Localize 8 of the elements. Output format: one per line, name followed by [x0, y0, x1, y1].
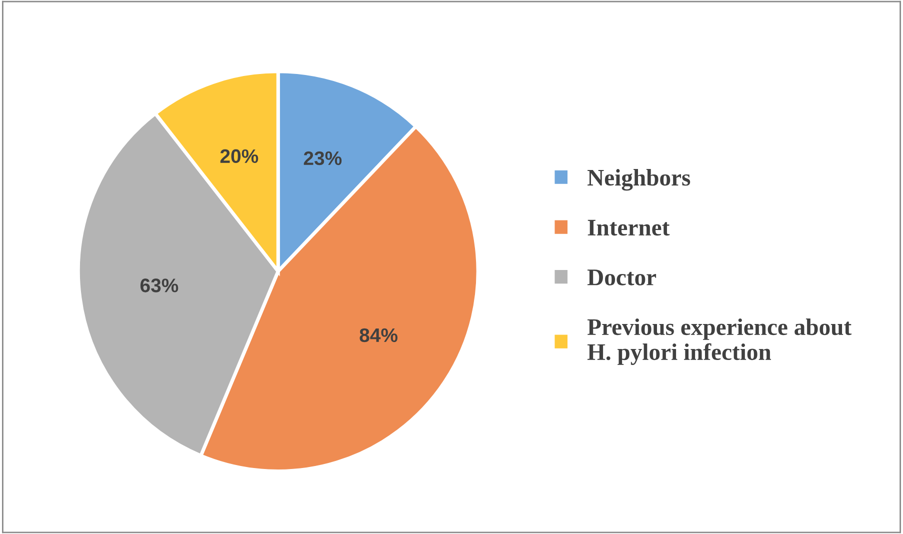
legend-label: Neighbors	[588, 169, 690, 191]
legend-label: Internet	[588, 220, 670, 236]
data-label: 84%	[360, 328, 398, 342]
data-label: 20%	[220, 149, 258, 164]
data-label: 23%	[304, 151, 342, 166]
data-label: 63%	[140, 278, 178, 292]
legend-label: Doctor	[587, 270, 656, 286]
legend-label: Previous experience about H. pylori infection	[587, 318, 852, 365]
